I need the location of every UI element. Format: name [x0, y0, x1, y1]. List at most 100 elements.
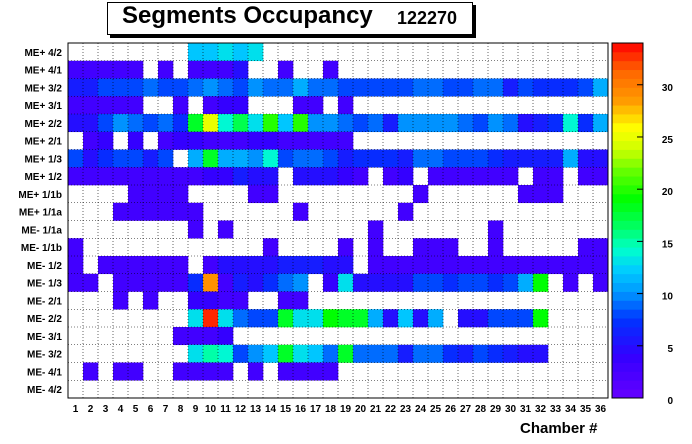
heatmap-cell [263, 185, 279, 204]
color-scale-band [612, 202, 643, 213]
heatmap-cell [563, 114, 579, 133]
heatmap-cell [338, 238, 354, 257]
heatmap-cell [203, 256, 219, 275]
heatmap-cell [128, 362, 144, 381]
y-tick-label: ME+ 1/1a [19, 208, 63, 219]
heatmap-cell [293, 202, 309, 221]
heatmap-cell [353, 78, 369, 97]
heatmap-cell [533, 344, 549, 363]
heatmap-cell [533, 256, 549, 275]
heatmap-cell [233, 131, 249, 150]
heatmap-cell [308, 131, 324, 150]
heatmap-cell [218, 256, 234, 275]
heatmap-cell [248, 43, 264, 62]
heatmap-cell [128, 202, 144, 221]
heatmap-cell [413, 149, 429, 168]
heatmap-cell [548, 78, 564, 97]
heatmap-cell [383, 256, 399, 275]
heatmap-cell [218, 131, 234, 150]
color-scale-frame [611, 42, 644, 399]
heatmap-cell [398, 309, 414, 328]
heatmap-cell [413, 78, 429, 97]
heatmap-cell [98, 78, 114, 97]
heatmap-cell [143, 114, 159, 133]
y-tick-label: ME+ 4/2 [24, 48, 62, 59]
heatmap-cell [233, 273, 249, 292]
heatmap-cell [308, 149, 324, 168]
color-scale-band [612, 78, 643, 88]
heatmap-cell [293, 344, 309, 363]
heatmap-cell [368, 273, 384, 292]
heatmap-cell [203, 309, 219, 328]
heatmap-cell [188, 167, 204, 186]
heatmap-cell [383, 273, 399, 292]
heatmap-cell [323, 344, 339, 363]
heatmap-cell [443, 114, 459, 133]
heatmap-cell [113, 362, 129, 381]
heatmap-cell [128, 149, 144, 168]
heatmap-cell [308, 96, 324, 115]
x-tick-label: 2 [88, 404, 94, 415]
heatmap-cell [68, 78, 84, 97]
heatmap-cell [263, 256, 279, 275]
heatmap-cell [323, 362, 339, 381]
heatmap-cell [338, 256, 354, 275]
heatmap-cell [518, 114, 534, 133]
x-tick-label: 24 [415, 404, 427, 415]
heatmap-cell [383, 344, 399, 363]
chart-title: Segments Occupancy [122, 2, 373, 29]
heatmap-cell [233, 149, 249, 168]
heatmap-cell [578, 238, 594, 257]
heatmap-cell [413, 185, 429, 204]
heatmap-cell [158, 202, 174, 221]
heatmap-cell [278, 273, 294, 292]
heatmap-cell [353, 273, 369, 292]
heatmap-cell [218, 78, 234, 97]
heatmap-cell [188, 60, 204, 79]
y-tick-label: ME+ 3/1 [24, 101, 62, 112]
heatmap-cell [323, 131, 339, 150]
heatmap-cell [263, 78, 279, 97]
heatmap-cell [278, 291, 294, 310]
heatmap-cell [248, 362, 264, 381]
heatmap-cell [233, 256, 249, 275]
heatmap-cell [293, 273, 309, 292]
heatmap-cell [113, 60, 129, 79]
heatmap-cell [398, 273, 414, 292]
heatmap-cell [323, 273, 339, 292]
heatmap-cell [203, 273, 219, 292]
heatmap-cell [188, 344, 204, 363]
heatmap-cell [338, 114, 354, 133]
heatmap-cell [293, 256, 309, 275]
y-tick-label: ME+ 1/1b [18, 190, 62, 201]
heatmap-cell [173, 327, 189, 346]
heatmap-cell [563, 273, 579, 292]
color-scale-band [612, 318, 643, 328]
heatmap-cell [278, 309, 294, 328]
heatmap-cell [98, 131, 114, 150]
heatmap-cell [233, 78, 249, 97]
heatmap-cell [488, 256, 504, 275]
x-tick-label: 33 [550, 404, 562, 415]
heatmap-cell [473, 309, 489, 328]
heatmap-cell [518, 149, 534, 168]
heatmap-cell [113, 202, 129, 221]
heatmap-cell [263, 167, 279, 186]
heatmap-cell [203, 114, 219, 133]
heatmap-cell [113, 114, 129, 133]
heatmap-cell [218, 220, 234, 239]
x-tick-label: 17 [310, 404, 322, 415]
heatmap-cell [428, 238, 444, 257]
heatmap-cell [218, 60, 234, 79]
heatmap-cell [188, 78, 204, 97]
color-scale-band [612, 167, 643, 177]
heatmap-cell [443, 273, 459, 292]
heatmap-cell [578, 149, 594, 168]
heatmap-cell [413, 309, 429, 328]
heatmap-cell [83, 114, 99, 133]
heatmap-cell [398, 114, 414, 133]
heatmap-cell [188, 273, 204, 292]
heatmap-cell [488, 344, 504, 363]
heatmap-cell [68, 256, 84, 275]
heatmap-cell [338, 96, 354, 115]
